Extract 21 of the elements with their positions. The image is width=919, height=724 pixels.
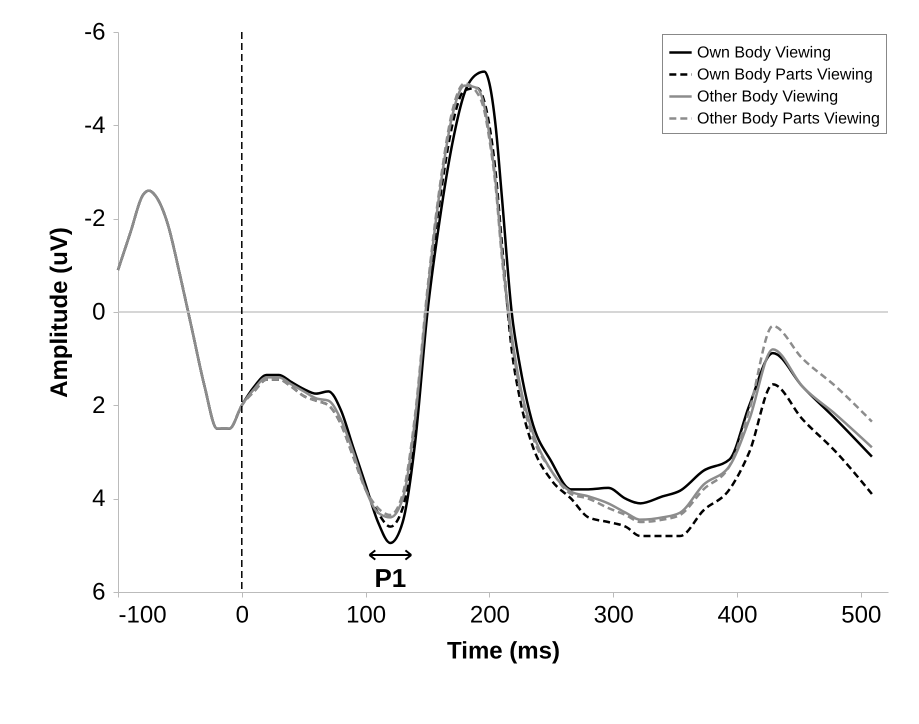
x-tick-label: 100	[346, 602, 386, 628]
legend-label: Own Body Viewing	[697, 44, 831, 62]
x-tick-label: 0	[236, 602, 249, 628]
legend-label: Other Body Parts Viewing	[697, 110, 880, 128]
x-tick-label: 500	[841, 602, 882, 628]
legend-label: Other Body Viewing	[697, 88, 838, 106]
y-tick-label: -2	[84, 205, 106, 232]
y-tick-label: -4	[84, 112, 106, 139]
y-tick-label: 4	[92, 485, 106, 512]
y-axis-title: Amplitude (uV)	[46, 227, 74, 398]
annotation: P1	[374, 563, 406, 593]
x-tick-label: 200	[470, 602, 510, 628]
y-tick-label: 6	[92, 578, 106, 606]
y-tick-label: -6	[84, 18, 106, 46]
y-tick-label: 2	[92, 392, 106, 419]
x-tick-label: -100	[118, 602, 167, 628]
x-axis-title: Time (ms)	[447, 638, 560, 664]
x-tick-label: 300	[594, 602, 634, 628]
y-tick-label: 0	[92, 298, 106, 326]
x-tick-label: 400	[717, 602, 758, 628]
legend-label: Own Body Parts Viewing	[697, 66, 873, 84]
